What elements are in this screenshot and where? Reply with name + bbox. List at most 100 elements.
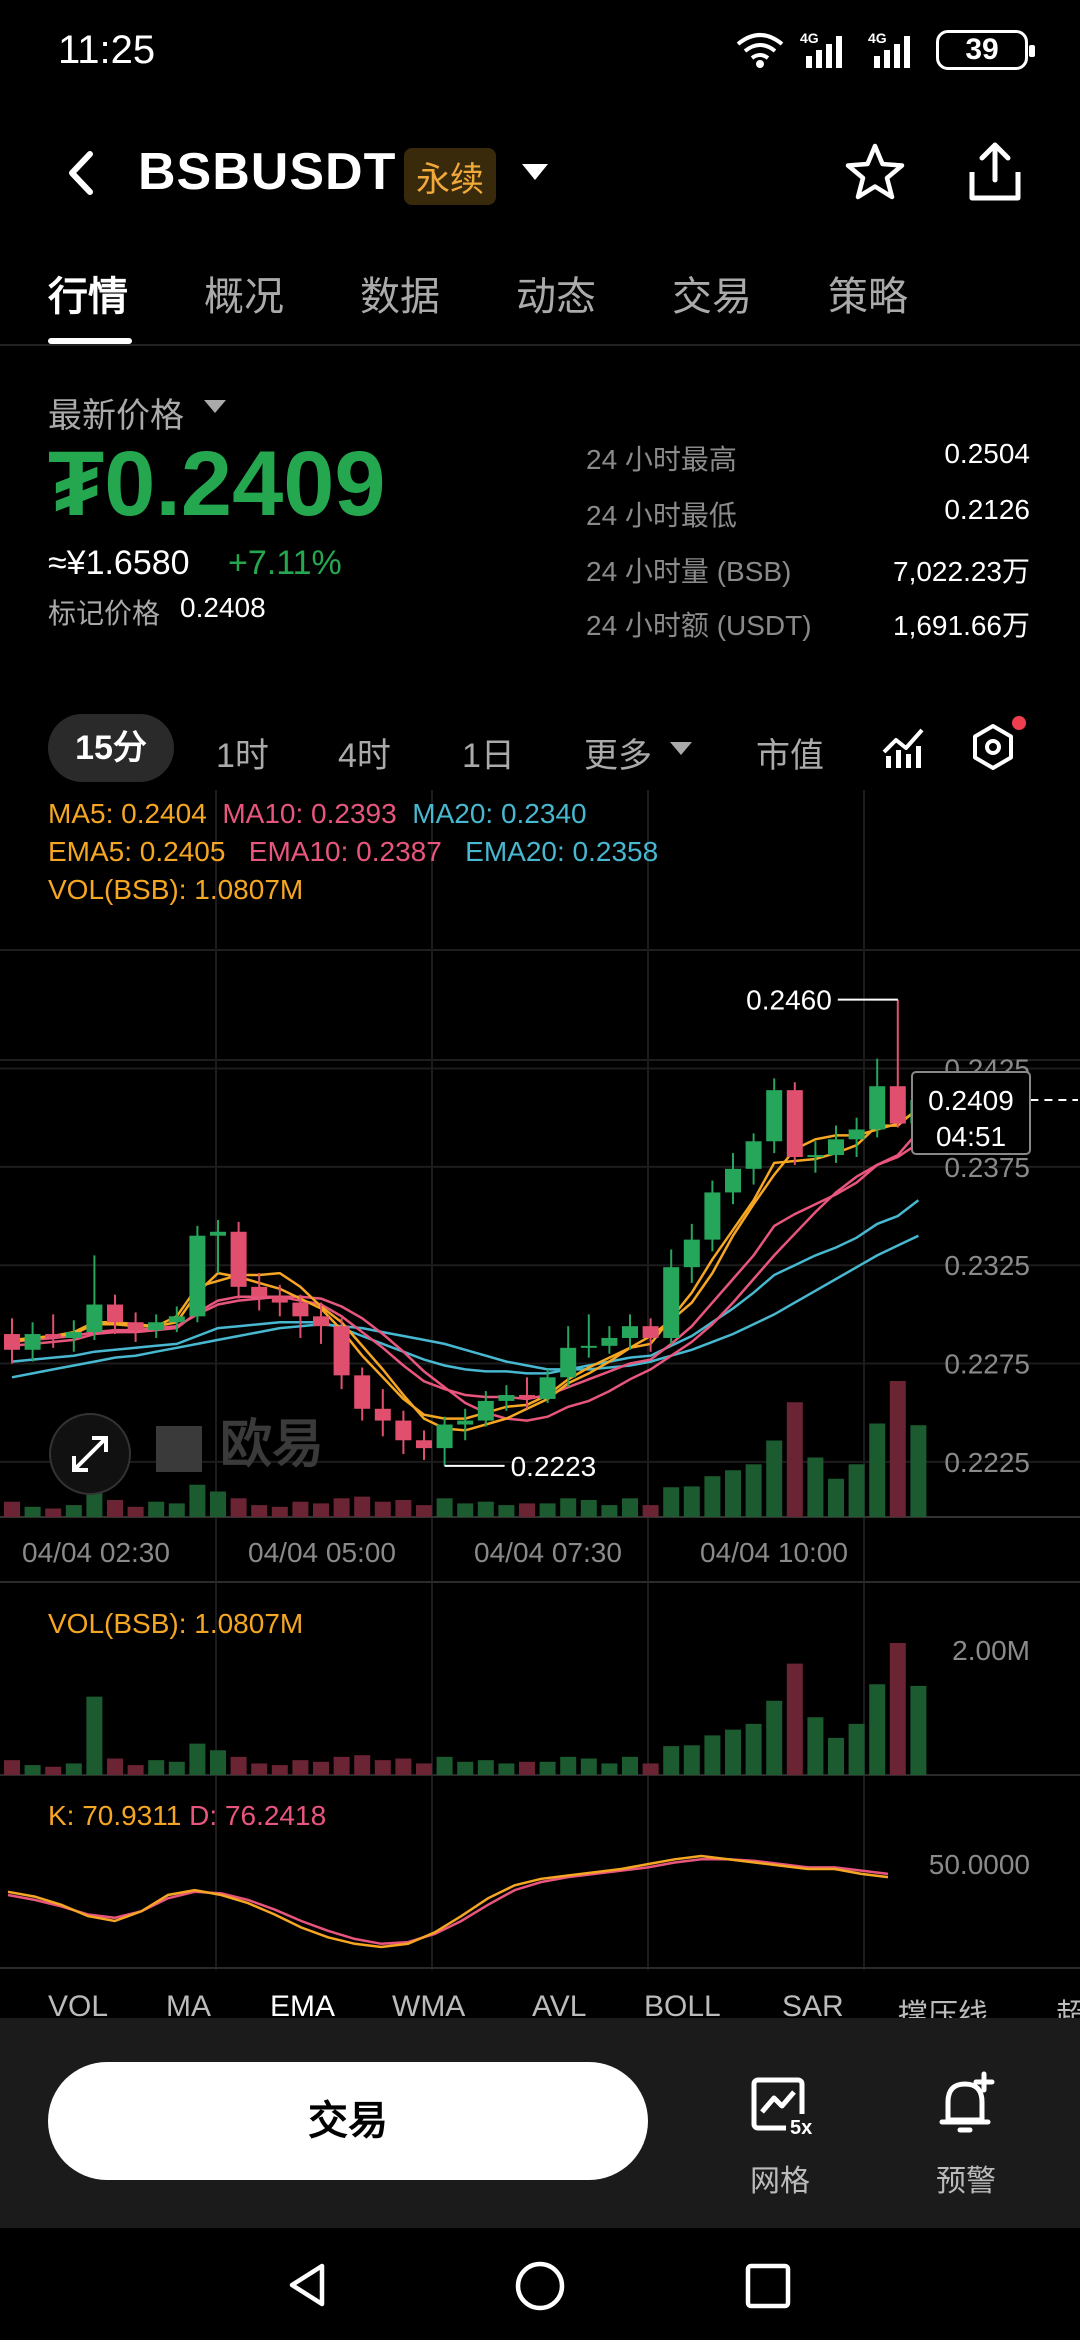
volume-panel-bar (560, 1756, 577, 1775)
volume-bar (745, 1464, 762, 1517)
candle-body (519, 1395, 535, 1399)
caret-down-icon[interactable] (670, 742, 692, 755)
candle-body (683, 1239, 700, 1268)
active-tab-indicator (48, 338, 132, 344)
tab-strategy[interactable]: 策略 (828, 275, 908, 319)
volume-bar (663, 1487, 680, 1517)
symbol-dropdown-icon[interactable] (522, 164, 548, 180)
nav-recents-icon[interactable] (744, 2262, 792, 2310)
grid-bot-icon[interactable]: 5x (746, 2074, 816, 2144)
latest-price-label[interactable]: 最新价格 (48, 397, 184, 435)
indicator-tab[interactable]: WMA (392, 1990, 466, 2018)
indicator-tab[interactable]: 撑压线 (898, 1999, 988, 2018)
stat-turnover: 24 小时额 (USDT) 1,691.66万 (586, 604, 1030, 644)
candle-body (374, 1408, 391, 1421)
volume-panel-bar (786, 1663, 803, 1775)
volume-bar (292, 1501, 309, 1517)
nav-home-icon[interactable] (514, 2260, 566, 2312)
volume-bar (601, 1505, 618, 1517)
volume-bar (148, 1501, 165, 1517)
indicator-tab[interactable]: VOL (48, 1990, 109, 2018)
vol-panel-legend: VOL(BSB): 1.0807M (48, 1608, 304, 1639)
grid-label[interactable]: 网格 (750, 2165, 810, 2198)
volume-bar (436, 1498, 453, 1517)
interval-1d[interactable]: 1日 (462, 737, 515, 775)
indicator-tab[interactable]: 超 (1056, 1999, 1080, 2018)
alert-label[interactable]: 预警 (936, 2165, 996, 2198)
indicator-chart-icon[interactable] (880, 724, 926, 770)
share-icon[interactable] (962, 140, 1028, 206)
volume-bar (807, 1457, 824, 1517)
tab-data[interactable]: 数据 (360, 275, 440, 319)
status-icons: 4G 4G 39 (734, 30, 1035, 70)
volume-panel-bar (65, 1763, 82, 1775)
volume-bar (107, 1500, 123, 1517)
candle-body (395, 1420, 412, 1441)
tab-overview[interactable]: 概况 (204, 275, 284, 319)
volume-panel-bar (725, 1729, 741, 1775)
k-label: K: 70.9311 (48, 1800, 182, 1831)
tab-market[interactable]: 行情 (48, 275, 128, 319)
stat-high: 24 小时最高 0.2504 (586, 438, 1030, 478)
volume-bar (704, 1476, 721, 1517)
volume-bar (580, 1500, 597, 1517)
volume-panel-bar (292, 1760, 309, 1775)
interval-more[interactable]: 更多 (584, 737, 652, 775)
candle-body (189, 1235, 206, 1317)
ema20-label: EMA20: 0.2358 (465, 836, 659, 867)
interval-1h[interactable]: 1时 (216, 737, 269, 775)
volume-bar (683, 1486, 700, 1517)
current-price-label: 0.2409 (928, 1085, 1014, 1116)
interval-15m[interactable]: 15分 (48, 714, 174, 782)
candle-body (436, 1424, 453, 1449)
expand-icon (72, 1436, 108, 1472)
indicator-tab[interactable]: BOLL (644, 1990, 721, 2018)
volume-panel-bar (354, 1755, 371, 1775)
network-label-2: 4G (868, 30, 887, 46)
volume-panel-bar (4, 1760, 20, 1775)
back-arrow-icon[interactable] (62, 148, 102, 198)
volume-panel-bar (127, 1765, 144, 1775)
indicator-tab[interactable]: AVL (532, 1990, 587, 2018)
y-tick-label: 0.2375 (944, 1152, 1030, 1183)
volume-panel-bar (24, 1765, 41, 1775)
symbol-title[interactable]: BSBUSDT (138, 143, 397, 201)
network-label-1: 4G (800, 30, 819, 46)
y-tick-label: 0.2225 (944, 1447, 1030, 1478)
indicator-tab[interactable]: MA (166, 1990, 211, 2018)
price-change: +7.11% (228, 544, 342, 582)
favorite-star-icon[interactable] (842, 140, 908, 206)
tab-trade[interactable]: 交易 (672, 275, 752, 319)
volume-panel-bar (601, 1763, 618, 1775)
nav-back-icon[interactable] (284, 2260, 334, 2310)
kdj-legend: K: 70.9311 D: 76.2418 (48, 1800, 326, 1832)
volume-bar (230, 1498, 247, 1517)
y-tick-label: 0.2325 (944, 1250, 1030, 1281)
volume-panel-bar (519, 1761, 535, 1775)
volume-bar (560, 1498, 577, 1517)
indicator-tab[interactable]: SAR (782, 1990, 844, 2018)
volume-panel-bar (828, 1737, 844, 1775)
market-cap-toggle[interactable]: 市值 (756, 737, 824, 775)
interval-4h[interactable]: 4时 (338, 737, 391, 775)
header: BSBUSDT 永续 (0, 120, 1080, 230)
candle-body (580, 1345, 597, 1348)
ema10-label: EMA10: 0.2387 (248, 836, 442, 867)
volume-panel-bar (416, 1763, 432, 1775)
ma-legend: MA5: 0.2404 MA10: 0.2393 MA20: 0.2340 (48, 798, 587, 830)
candle-body (560, 1347, 577, 1378)
tab-news[interactable]: 动态 (516, 275, 596, 319)
stat-value: 0.2504 (944, 438, 1030, 469)
candle-body (107, 1304, 123, 1323)
alert-bell-icon[interactable] (932, 2070, 1002, 2140)
volume-panel-bar (622, 1756, 638, 1775)
trade-button[interactable]: 交易 (48, 2062, 648, 2180)
indicator-tab[interactable]: EMA (270, 1990, 336, 2018)
caret-down-icon[interactable] (204, 400, 226, 413)
ema20-line (11, 1199, 920, 1375)
candle-body (313, 1316, 329, 1327)
chart-settings-icon[interactable] (968, 722, 1018, 772)
volume-bar (498, 1505, 515, 1517)
candle-body (725, 1168, 741, 1193)
